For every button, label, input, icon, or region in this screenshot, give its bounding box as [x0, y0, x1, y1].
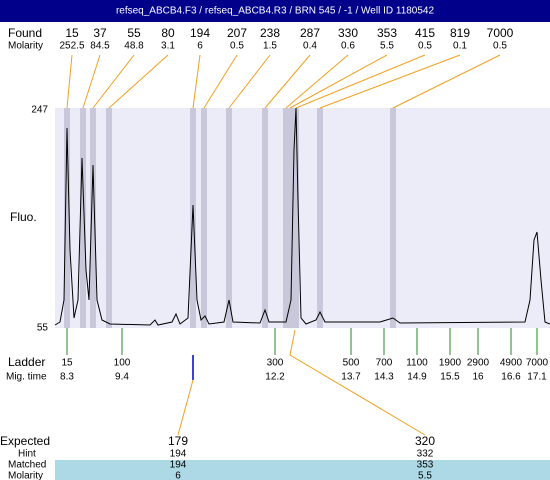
ladder-size: 1100 — [406, 358, 428, 369]
mig-time-label: Mig. time — [6, 372, 47, 383]
found-molarity: 0.1 — [453, 41, 467, 52]
found-size: 330 — [338, 26, 358, 40]
peak-connector — [289, 54, 388, 109]
peak-connector — [295, 54, 426, 109]
peak-connector — [203, 54, 238, 109]
ladder-size: 15 — [61, 358, 73, 369]
ladder-time: 16.6 — [501, 372, 521, 383]
found-size: 15 — [65, 26, 79, 40]
ladder-size: 7000 — [526, 358, 549, 369]
hint-size: 194 — [170, 449, 187, 460]
peak-connector — [319, 54, 461, 109]
found-molarity: 5.5 — [380, 41, 394, 52]
matched-size: 353 — [417, 460, 434, 471]
peak-band — [293, 108, 299, 328]
molarity-label: Molarity — [8, 41, 43, 52]
found-size: 238 — [260, 26, 280, 40]
ladder-time: 13.7 — [341, 372, 361, 383]
peak-band — [190, 108, 196, 328]
expected-molarity: 5.5 — [418, 471, 432, 480]
ladder-size: 700 — [376, 358, 393, 369]
matched-size: 194 — [170, 460, 187, 471]
peak-band — [317, 108, 323, 328]
peak-band — [90, 108, 96, 328]
expected-molarity: 6 — [175, 471, 181, 480]
found-size: 7000 — [487, 26, 514, 40]
peak-connector — [264, 54, 311, 109]
y-bottom-label: 55 — [37, 323, 49, 334]
peak-band — [80, 108, 86, 328]
found-molarity: 0.5 — [230, 41, 244, 52]
ladder-size: 4900 — [500, 358, 523, 369]
ladder-time: 12.2 — [265, 372, 285, 383]
expected-molarity-label: Molarity — [8, 471, 43, 480]
ladder-size: 500 — [343, 358, 360, 369]
expected-connector — [177, 379, 194, 436]
found-size: 194 — [190, 26, 210, 40]
found-molarity: 0.5 — [493, 41, 507, 52]
ladder-size: 1900 — [439, 358, 462, 369]
peak-band — [106, 108, 112, 328]
trace — [54, 107, 550, 326]
found-size: 80 — [161, 26, 175, 40]
expected-size: 320 — [415, 434, 435, 448]
peak-connector — [82, 54, 101, 109]
plot-area — [55, 108, 550, 328]
ladder-time: 8.3 — [60, 372, 74, 383]
peak-band — [201, 108, 207, 328]
ladder-time: 9.4 — [115, 372, 129, 383]
found-size: 415 — [415, 26, 435, 40]
found-molarity: 1.5 — [263, 41, 277, 52]
found-size: 819 — [450, 26, 470, 40]
peak-connector — [108, 54, 169, 109]
ladder-time: 14.3 — [374, 372, 394, 383]
peak-band — [226, 108, 232, 328]
matched-highlight — [55, 460, 550, 480]
found-label: Found — [8, 26, 42, 40]
found-molarity: 6 — [197, 41, 203, 52]
ladder-size: 100 — [114, 358, 131, 369]
ladder-time: 14.9 — [407, 372, 427, 383]
y-axis-label: Fluo. — [10, 210, 37, 224]
expected-label: Expected — [0, 434, 50, 448]
found-molarity: 48.8 — [124, 41, 144, 52]
found-molarity: 0.4 — [303, 41, 317, 52]
found-size: 287 — [300, 26, 320, 40]
peak-connector — [392, 54, 501, 109]
title-bar — [0, 0, 550, 22]
found-size: 55 — [127, 26, 141, 40]
peak-connector — [66, 54, 73, 109]
peak-band — [64, 108, 70, 328]
peak-band — [262, 108, 268, 328]
found-molarity: 3.1 — [161, 41, 175, 52]
found-molarity: 252.5 — [59, 41, 84, 52]
ladder-time: 15.5 — [440, 372, 460, 383]
ladder-size: 2900 — [467, 358, 490, 369]
peak-band — [287, 108, 293, 328]
peak-band — [283, 108, 289, 328]
peak-connector — [228, 54, 271, 109]
found-size: 37 — [93, 26, 107, 40]
found-molarity: 84.5 — [90, 41, 110, 52]
peak-connector — [285, 54, 349, 109]
matched-label: Matched — [8, 460, 46, 471]
hint-size: 332 — [417, 449, 434, 460]
y-top-label: 247 — [31, 105, 48, 116]
ladder-time: 17.1 — [527, 372, 547, 383]
hint-label: Hint — [18, 449, 36, 460]
found-molarity: 0.6 — [341, 41, 355, 52]
found-molarity: 0.5 — [418, 41, 432, 52]
expected-connector — [289, 329, 426, 436]
title: refseq_ABCB4.F3 / refseq_ABCB4.R3 / BRN … — [116, 6, 435, 17]
found-size: 353 — [377, 26, 397, 40]
ladder-label: Ladder — [8, 355, 45, 369]
expected-size: 179 — [168, 434, 188, 448]
peak-connector — [192, 54, 201, 109]
peak-connector — [92, 54, 135, 109]
peak-band — [390, 108, 396, 328]
ladder-time: 16 — [472, 372, 484, 383]
ladder-size: 300 — [267, 358, 284, 369]
found-size: 207 — [227, 26, 247, 40]
